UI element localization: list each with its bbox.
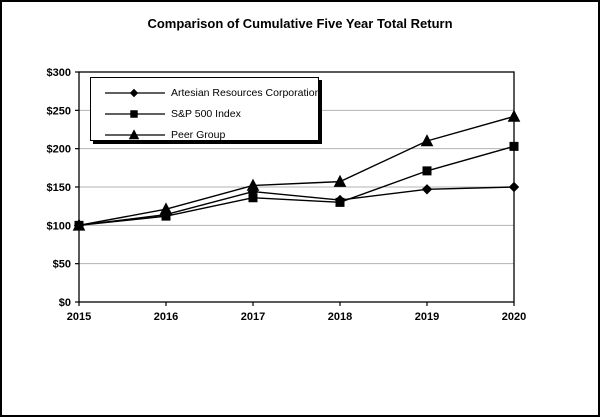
diamond-marker-icon [105,88,165,97]
data-point-marker-artesian-resources-corporation [508,181,520,193]
diamond-glyph [129,88,139,97]
legend-label: S&P 500 Index [171,107,241,120]
y-tick-label: $100 [47,220,71,232]
y-tick-label: $200 [47,144,71,156]
x-tick-label: 2020 [502,311,526,323]
legend-item-peer-group: Peer Group [103,124,318,145]
legend: Artesian Resources Corporation S&P 500 I… [90,77,321,141]
square-glyph [130,109,138,118]
x-tick-label: 2015 [67,311,91,323]
legend-item-sp-500-index: S&P 500 Index [103,103,318,124]
x-tick-label: 2019 [415,311,439,323]
data-point-marker-artesian-resources-corporation [421,184,433,195]
y-tick-label: $150 [47,182,71,194]
series-line-artesian-resources-corporation [78,186,515,227]
data-point-marker-s-p-500-index [335,197,345,207]
data-point-marker-s-p-500-index [509,141,519,151]
square-marker-icon [105,109,165,118]
x-tick-label: 2018 [328,311,352,323]
data-point-marker-s-p-500-index [422,166,432,176]
data-point-marker-peer-group [159,202,173,215]
series-line-peer-group [78,115,515,227]
chart-title: Comparison of Cumulative Five Year Total… [147,16,453,31]
triangle-marker-icon [105,128,165,139]
legend-label: Artesian Resources Corporation [171,86,321,99]
data-point-marker-peer-group [246,178,260,191]
data-point-marker-peer-group [72,218,86,231]
y-tick-label: $250 [47,105,71,117]
y-tick-label: $300 [47,67,71,79]
data-point-marker-peer-group [420,134,434,147]
x-tick-label: 2017 [241,311,265,323]
legend-label: Peer Group [171,128,226,141]
data-point-marker-s-p-500-index [248,193,258,203]
y-tick-label: $0 [59,297,71,309]
data-point-marker-peer-group [507,109,521,122]
data-point-marker-peer-group [333,174,347,187]
series-line-s-p-500-index [78,145,515,227]
triangle-glyph [128,128,140,139]
y-tick-label: $50 [53,259,71,271]
x-tick-label: 2016 [154,311,178,323]
legend-item-artesian-resources-corporation: Artesian Resources Corporation [103,82,321,103]
